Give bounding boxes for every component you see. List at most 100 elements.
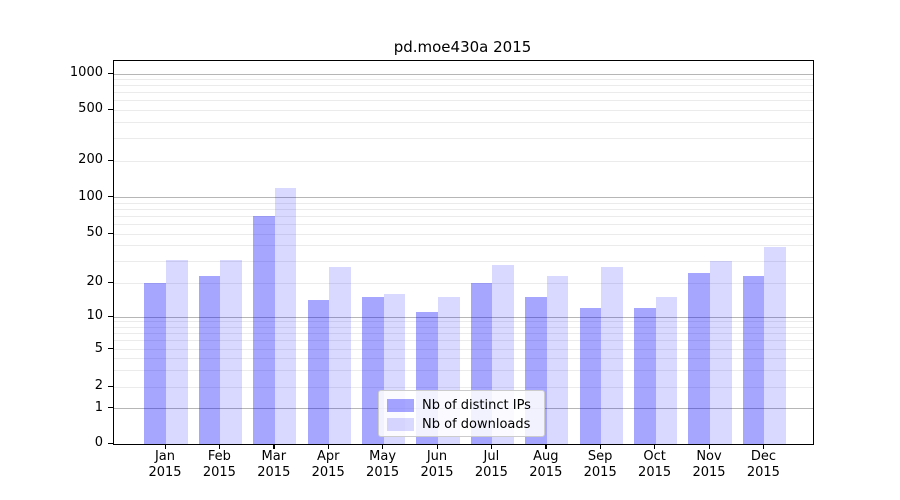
legend-label: Nb of distinct IPs bbox=[422, 398, 531, 413]
gridline-minor bbox=[114, 233, 813, 235]
legend-swatch-distinct-ips bbox=[387, 399, 414, 412]
x-tick-label-feb: Feb 2015 bbox=[202, 449, 236, 480]
y-tick-mark bbox=[108, 281, 113, 283]
bar-nb-of-downloads-aug bbox=[546, 275, 569, 444]
chart-title: pd.moe430a 2015 bbox=[393, 38, 532, 56]
y-tick-mark bbox=[108, 385, 113, 387]
y-tick-mark bbox=[108, 232, 113, 234]
y-tick-label: 200 bbox=[78, 152, 103, 167]
x-tick-mark bbox=[599, 444, 602, 449]
bar-nb-of-downloads-feb bbox=[220, 259, 242, 444]
gridline-minor bbox=[114, 260, 813, 262]
gridline-minor bbox=[114, 358, 813, 360]
x-tick-mark bbox=[654, 444, 656, 449]
y-tick-label: 500 bbox=[78, 101, 103, 116]
gridline-minor bbox=[114, 109, 813, 111]
x-tick-label-apr: Apr 2015 bbox=[311, 449, 345, 480]
y-tick-mark bbox=[108, 159, 113, 161]
x-tick-mark bbox=[164, 444, 166, 449]
gridline-minor bbox=[114, 326, 813, 328]
x-tick-label-may: May 2015 bbox=[366, 449, 400, 480]
bar-nb-of-downloads-oct bbox=[655, 297, 678, 444]
y-tick-label: 1 bbox=[94, 399, 103, 415]
x-tick-label-sep: Sep 2015 bbox=[583, 449, 617, 480]
x-tick-mark bbox=[382, 444, 384, 449]
legend-item: Nb of distinct IPs bbox=[387, 396, 544, 415]
gridline-minor bbox=[114, 100, 813, 102]
gridline-minor bbox=[114, 160, 813, 162]
gridline-minor bbox=[114, 208, 813, 210]
gridline-minor bbox=[114, 245, 813, 247]
gridline-minor bbox=[114, 92, 813, 94]
gridline-major bbox=[114, 73, 813, 75]
bar-nb-of-distinct-ips-nov bbox=[688, 273, 710, 444]
y-tick-mark bbox=[108, 72, 113, 74]
y-tick-label: 5 bbox=[94, 340, 103, 356]
y-tick-label: 10 bbox=[86, 308, 103, 323]
bar-nb-of-downloads-nov bbox=[710, 261, 732, 444]
y-tick-label: 20 bbox=[86, 274, 103, 289]
gridline-minor bbox=[114, 78, 813, 80]
x-tick-label-oct: Oct 2015 bbox=[638, 449, 672, 480]
gridline-minor bbox=[114, 215, 813, 217]
x-tick-label-nov: Nov 2015 bbox=[692, 449, 726, 480]
y-tick-mark bbox=[108, 407, 113, 409]
bar-nb-of-distinct-ips-jan bbox=[144, 283, 166, 444]
bar-nb-of-distinct-ips-feb bbox=[198, 275, 221, 444]
y-tick-mark bbox=[108, 315, 113, 317]
y-tick-label: 2 bbox=[94, 378, 103, 393]
gridline-minor bbox=[114, 386, 813, 388]
y-tick-label: 100 bbox=[78, 188, 103, 204]
gridline-minor bbox=[114, 321, 813, 323]
x-tick-mark bbox=[762, 444, 765, 449]
x-tick-label-mar: Mar 2015 bbox=[257, 449, 291, 480]
gridline-major bbox=[114, 197, 813, 198]
bar-nb-of-downloads-jan bbox=[166, 259, 188, 444]
gridline-minor bbox=[114, 85, 813, 87]
gridline-minor bbox=[114, 340, 813, 342]
bar-nb-of-downloads-apr bbox=[329, 266, 351, 444]
x-tick-mark bbox=[327, 444, 330, 449]
y-tick-mark bbox=[108, 442, 113, 444]
y-tick-label: 1000 bbox=[69, 65, 103, 80]
x-tick-label-jun: Jun 2015 bbox=[420, 449, 454, 480]
gridline-minor bbox=[114, 349, 813, 350]
y-tick-mark bbox=[108, 196, 113, 198]
bar-nb-of-distinct-ips-mar bbox=[253, 216, 275, 444]
y-tick-mark bbox=[108, 348, 113, 350]
gridline-major bbox=[114, 316, 813, 318]
gridline-minor bbox=[114, 223, 813, 225]
x-tick-mark bbox=[218, 444, 221, 449]
plot-area bbox=[113, 60, 814, 445]
y-tick-label: 0 bbox=[94, 435, 103, 450]
gridline-minor bbox=[114, 202, 813, 204]
gridline-minor bbox=[114, 282, 813, 284]
x-tick-mark bbox=[490, 444, 493, 449]
x-tick-mark bbox=[273, 444, 275, 449]
bar-nb-of-distinct-ips-oct bbox=[634, 308, 656, 444]
legend: Nb of distinct IPs Nb of downloads bbox=[378, 390, 545, 437]
x-tick-label-aug: Aug 2015 bbox=[529, 449, 563, 480]
bar-nb-of-downloads-mar bbox=[274, 187, 297, 444]
bar-nb-of-distinct-ips-sep bbox=[579, 308, 602, 444]
y-tick-label: 50 bbox=[86, 225, 103, 240]
bar-nb-of-distinct-ips-apr bbox=[307, 300, 330, 444]
bar-nb-of-distinct-ips-dec bbox=[742, 275, 765, 444]
gridline-minor bbox=[114, 369, 813, 371]
x-tick-label-jan: Jan 2015 bbox=[148, 449, 182, 480]
bar-nb-of-downloads-sep bbox=[601, 266, 623, 444]
gridline-minor bbox=[114, 121, 813, 123]
bar-nb-of-downloads-dec bbox=[764, 247, 786, 444]
x-tick-label-dec: Dec 2015 bbox=[746, 449, 780, 480]
legend-swatch-downloads bbox=[387, 418, 414, 431]
x-tick-label-jul: Jul 2015 bbox=[474, 449, 508, 480]
legend-label: Nb of downloads bbox=[422, 417, 531, 432]
gridline-minor bbox=[114, 137, 813, 139]
gridline-minor bbox=[114, 333, 813, 335]
legend-item: Nb of downloads bbox=[387, 415, 544, 434]
x-tick-mark bbox=[436, 444, 438, 449]
y-tick-mark bbox=[108, 108, 113, 110]
x-tick-mark bbox=[708, 444, 710, 449]
x-tick-mark bbox=[545, 444, 547, 449]
